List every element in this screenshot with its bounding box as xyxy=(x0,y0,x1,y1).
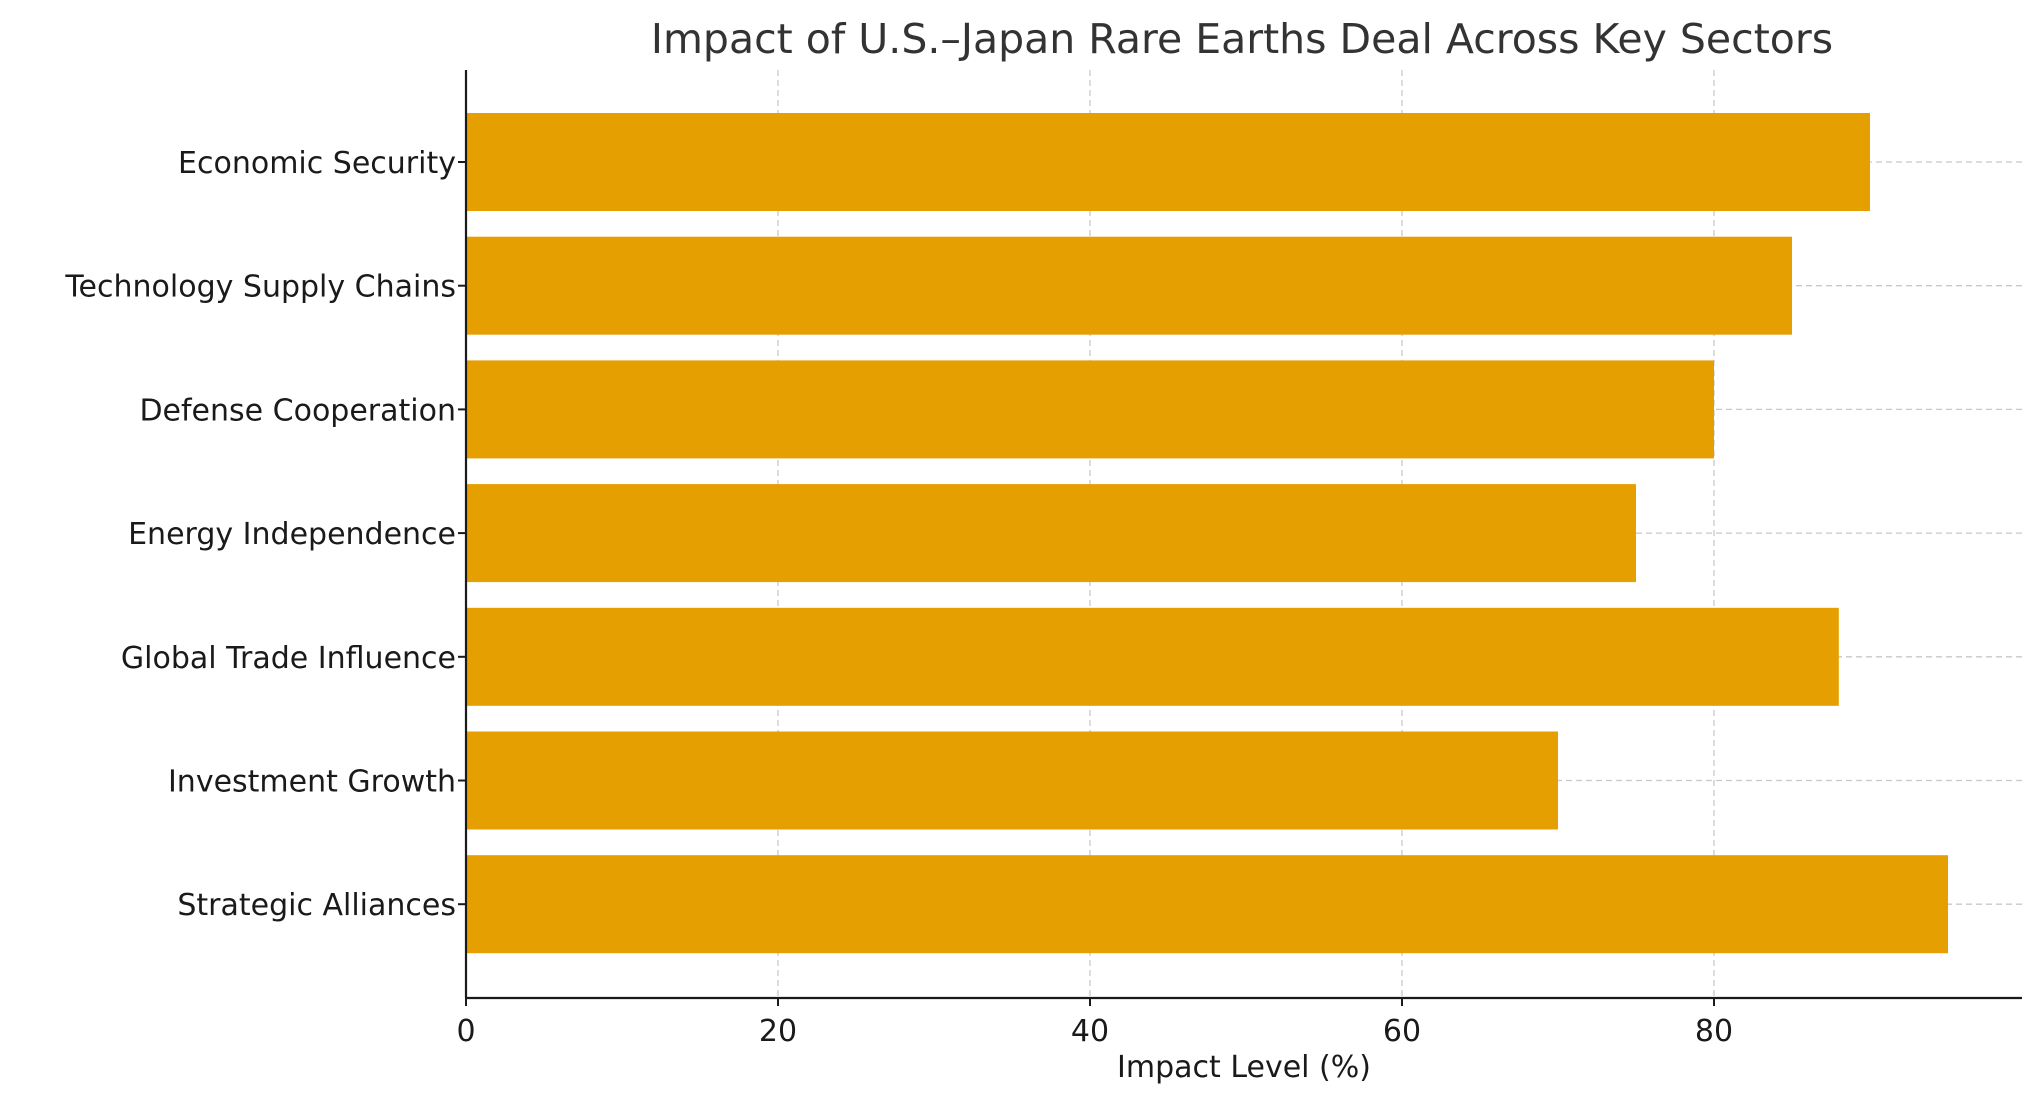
x-tick-label: 20 xyxy=(759,1014,797,1049)
x-tick-label: 60 xyxy=(1383,1014,1421,1049)
y-tick-labels: Economic Security Technology Supply Chain… xyxy=(64,146,456,923)
chart-title: Impact of U.S.–Japan Rare Earths Deal Ac… xyxy=(651,15,1833,63)
y-tick-label: Energy Independence xyxy=(128,517,456,552)
bar xyxy=(466,607,1839,706)
y-tick-label: Strategic Alliances xyxy=(177,888,456,923)
bar xyxy=(466,236,1792,335)
x-tick-label: 0 xyxy=(456,1014,475,1049)
y-tick-label: Economic Security xyxy=(178,146,456,181)
x-tick-labels: 0 20 40 60 80 xyxy=(456,1014,1733,1049)
axes xyxy=(458,70,2022,1006)
bar xyxy=(466,731,1558,830)
bar xyxy=(466,855,1948,954)
x-tick-label: 80 xyxy=(1695,1014,1733,1049)
bar xyxy=(466,484,1636,583)
x-tick-label: 40 xyxy=(1071,1014,1109,1049)
y-tick-label: Defense Cooperation xyxy=(139,393,456,428)
bars xyxy=(466,113,1948,954)
x-axis-label: Impact Level (%) xyxy=(1117,1050,1371,1085)
y-tick-label: Technology Supply Chains xyxy=(64,270,456,305)
y-tick-label: Global Trade Influence xyxy=(121,641,456,676)
bar xyxy=(466,360,1714,459)
bar xyxy=(466,113,1870,211)
y-tick-label: Investment Growth xyxy=(168,765,456,800)
